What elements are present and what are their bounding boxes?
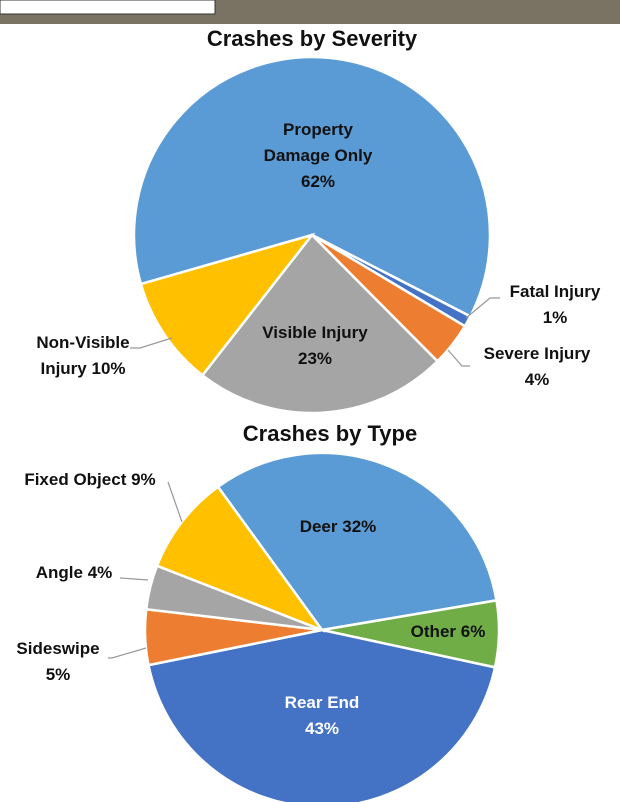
value-label: 32% xyxy=(342,517,376,536)
category-label: Sideswipe xyxy=(16,639,99,658)
category-label: Fixed Object xyxy=(24,470,126,489)
slice-label: Angle 4% xyxy=(14,560,134,586)
value-label: 6% xyxy=(461,622,486,641)
category-label: Other xyxy=(411,622,456,641)
page: Crashes by Severity Property Damage Only … xyxy=(0,0,620,802)
slice-label: Rear End 43% xyxy=(257,690,387,742)
slice-label: Deer 32% xyxy=(263,514,413,540)
slice-label: Severe Injury 4% xyxy=(467,341,607,393)
value-label: 4% xyxy=(88,563,113,582)
slice-label: Non-Visible Injury 10% xyxy=(23,330,143,382)
slice-label: Other 6% xyxy=(388,619,508,645)
value-label: 1% xyxy=(495,305,615,331)
slice-label: Fatal Injury 1% xyxy=(495,279,615,331)
value-label: 4% xyxy=(467,367,607,393)
value-label: 62% xyxy=(256,169,381,195)
category-label: Deer xyxy=(300,517,338,536)
value-label: 10% xyxy=(92,359,126,378)
category-label: Property Damage Only xyxy=(264,120,373,165)
photo-caption-box xyxy=(0,0,215,14)
slice-label: Fixed Object 9% xyxy=(0,467,180,493)
category-label: Visible Injury xyxy=(262,323,368,342)
value-label: 23% xyxy=(245,346,385,372)
category-label: Angle xyxy=(36,563,83,582)
slice-label: Property Damage Only 62% xyxy=(256,117,381,195)
value-label: 43% xyxy=(257,716,387,742)
category-label: Rear End xyxy=(285,693,360,712)
slice-label: Visible Injury 23% xyxy=(245,320,385,372)
category-label: Severe Injury xyxy=(484,344,591,363)
chart-title: Crashes by Type xyxy=(130,421,530,447)
chart-title: Crashes by Severity xyxy=(112,26,512,52)
slice-label: Sideswipe 5% xyxy=(3,636,113,688)
value-label: 5% xyxy=(3,662,113,688)
category-label: Fatal Injury xyxy=(510,282,601,301)
value-label: 9% xyxy=(131,470,156,489)
